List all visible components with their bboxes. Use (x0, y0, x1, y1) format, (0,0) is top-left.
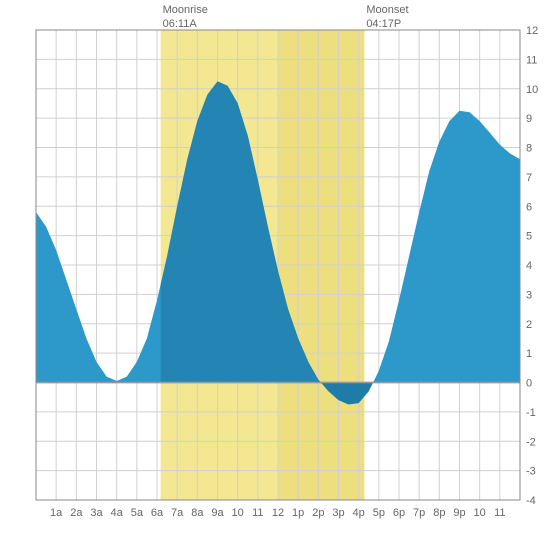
tide-chart: Moonrise 06:11A Moonset 04:17P -4-3-2-10… (0, 0, 550, 550)
svg-text:1p: 1p (292, 507, 304, 519)
svg-text:-2: -2 (526, 436, 536, 448)
svg-text:2p: 2p (312, 507, 324, 519)
tide-svg: -4-3-2-101234567891011121a2a3a4a5a6a7a8a… (0, 0, 550, 550)
svg-text:9: 9 (526, 113, 532, 125)
svg-text:9a: 9a (211, 507, 224, 519)
svg-text:12: 12 (272, 507, 284, 519)
svg-text:6: 6 (526, 201, 532, 213)
svg-text:6a: 6a (151, 507, 164, 519)
svg-text:-3: -3 (526, 466, 536, 478)
moonrise-annotation: Moonrise 06:11A (163, 3, 208, 32)
svg-text:4: 4 (526, 260, 532, 272)
svg-text:10: 10 (232, 507, 244, 519)
svg-text:8p: 8p (433, 507, 445, 519)
svg-text:5a: 5a (131, 507, 144, 519)
svg-text:3a: 3a (90, 507, 103, 519)
svg-text:10: 10 (526, 84, 538, 96)
svg-text:12: 12 (526, 25, 538, 37)
moonset-label: Moonset (366, 3, 408, 17)
svg-text:11: 11 (252, 507, 263, 519)
svg-text:5p: 5p (373, 507, 385, 519)
svg-text:0: 0 (526, 378, 532, 390)
svg-text:-1: -1 (526, 407, 536, 419)
moonrise-label: Moonrise (163, 3, 208, 17)
svg-text:-4: -4 (526, 495, 536, 507)
svg-text:10: 10 (474, 507, 486, 519)
svg-text:1a: 1a (50, 507, 63, 519)
svg-text:7: 7 (526, 172, 532, 184)
svg-text:2a: 2a (70, 507, 83, 519)
moonset-annotation: Moonset 04:17P (366, 3, 408, 32)
moonset-time: 04:17P (366, 17, 408, 31)
moonrise-time: 06:11A (163, 17, 208, 31)
svg-text:3: 3 (526, 289, 532, 301)
svg-text:11: 11 (494, 507, 505, 519)
svg-text:11: 11 (526, 54, 537, 66)
svg-text:4p: 4p (353, 507, 365, 519)
svg-text:2: 2 (526, 319, 532, 331)
svg-text:1: 1 (526, 348, 532, 360)
svg-text:4a: 4a (111, 507, 124, 519)
svg-text:6p: 6p (393, 507, 405, 519)
svg-text:7a: 7a (171, 507, 184, 519)
svg-text:5: 5 (526, 231, 532, 243)
svg-text:3p: 3p (332, 507, 344, 519)
svg-text:8a: 8a (191, 507, 204, 519)
svg-text:7p: 7p (413, 507, 425, 519)
svg-text:9p: 9p (453, 507, 465, 519)
svg-text:8: 8 (526, 143, 532, 155)
